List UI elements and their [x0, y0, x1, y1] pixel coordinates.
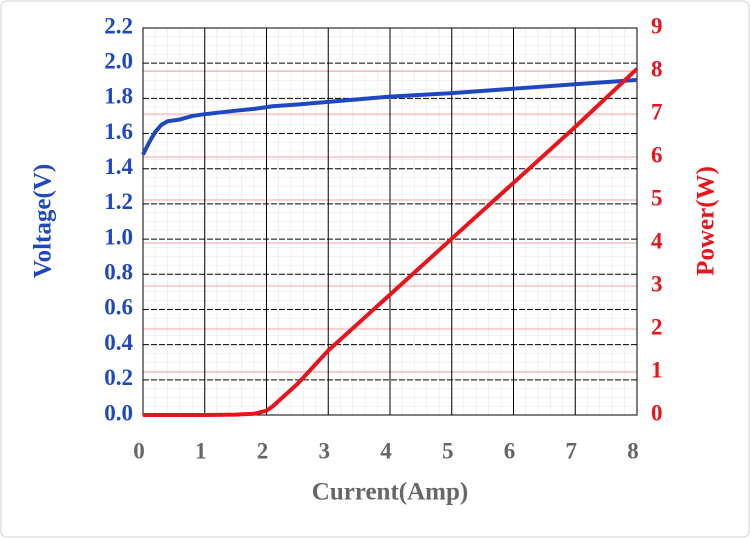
y2-tick-label: 4 — [651, 228, 663, 253]
y2-tick-label: 9 — [651, 13, 663, 38]
x-tick-label: 7 — [566, 438, 578, 463]
y-tick-label: 1.0 — [104, 224, 133, 249]
x-tick-label: 4 — [380, 438, 392, 463]
x-axis-title: Current(Amp) — [312, 479, 468, 506]
y-tick-label: 1.2 — [104, 189, 133, 214]
x-tick-label: 6 — [504, 438, 516, 463]
y2-tick-label: 5 — [651, 185, 663, 210]
y-tick-label: 1.6 — [104, 119, 133, 144]
y2-tick-label: 1 — [651, 357, 663, 382]
y-tick-label: 0.0 — [104, 400, 133, 425]
y2-tick-label: 3 — [651, 271, 663, 296]
y2-tick-label: 2 — [651, 314, 663, 339]
x-tick-label: 8 — [627, 438, 639, 463]
x-tick-label: 3 — [319, 438, 331, 463]
x-tick-label: 2 — [257, 438, 269, 463]
x-tick-label: 1 — [195, 438, 207, 463]
y-tick-label: 0.4 — [104, 330, 133, 355]
plot-border — [142, 27, 638, 416]
data-line — [143, 67, 639, 417]
y-tick-label: 2.2 — [104, 13, 133, 38]
y2-tick-label: 6 — [651, 142, 663, 167]
y-axis-title: Voltage(V) — [30, 164, 57, 278]
y-tick-label: 0.6 — [104, 295, 133, 320]
y2-tick-label: 7 — [651, 99, 663, 124]
y2-axis-title: Power(W) — [693, 166, 720, 276]
y2-tick-label: 8 — [651, 56, 663, 81]
y-tick-label: 1.4 — [104, 154, 133, 179]
x-tick-label: 5 — [442, 438, 454, 463]
y-tick-label: 1.8 — [104, 84, 133, 109]
y-tick-label: 0.2 — [104, 365, 133, 390]
data-line — [141, 77, 638, 156]
y2-tick-label: 0 — [651, 400, 663, 425]
y-tick-label: 2.0 — [104, 48, 133, 73]
y-tick-label: 0.8 — [104, 260, 133, 285]
x-tick-label: 0 — [133, 438, 145, 463]
